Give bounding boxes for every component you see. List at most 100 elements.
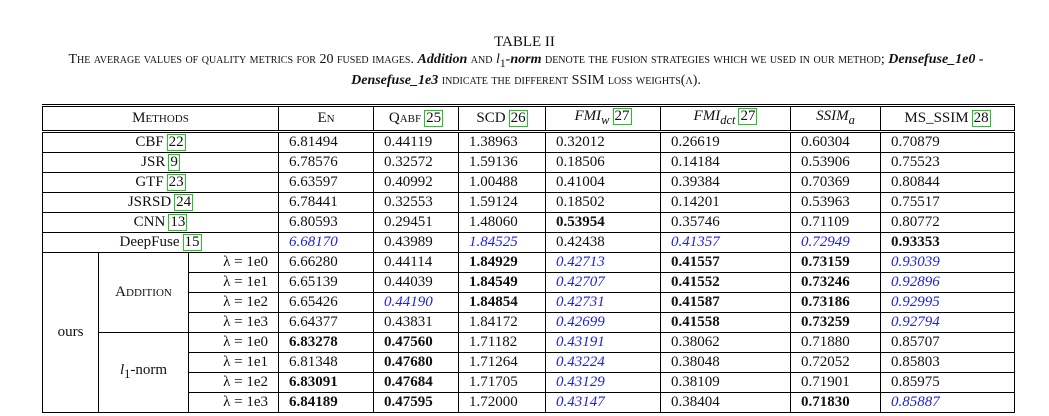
value-cell: 0.41558 [660, 312, 791, 333]
lambda-cell: λ = 1e0 [188, 332, 279, 353]
value-cell: 1.59124 [458, 192, 546, 213]
value-cell: 0.75517 [880, 192, 1015, 213]
strategy-cell: l1-norm [98, 332, 189, 413]
value-cell: 6.63597 [278, 172, 374, 193]
value-cell: 0.93039 [880, 252, 1015, 273]
value-cell: 6.78576 [278, 152, 374, 173]
value-cell: 0.38048 [660, 352, 791, 373]
value-cell: 0.47684 [373, 372, 459, 393]
value-cell: 0.41357 [660, 232, 791, 253]
value-cell: 0.47595 [373, 392, 459, 413]
caption-part: Densefuse_1e0 - Densefuse_1e3 [351, 52, 984, 88]
value-cell: 6.84189 [278, 392, 374, 413]
value-cell: 1.84172 [458, 312, 546, 333]
caption-part: The average values of quality metrics fo… [68, 52, 418, 67]
value-cell: 0.44114 [373, 252, 459, 273]
header-text: SCD [476, 110, 506, 126]
value-cell: 0.53954 [545, 212, 661, 233]
value-cell: 0.71901 [790, 372, 881, 393]
lambda-cell: λ = 1e2 [188, 372, 279, 393]
method-cell: DeepFuse 15 [42, 232, 279, 253]
value-cell: 6.81494 [278, 131, 374, 153]
citation: 24 [174, 194, 194, 211]
value-cell: 1.84525 [458, 232, 546, 253]
strategy-name: Addition [115, 284, 172, 300]
strategy-subscript: 1 [124, 367, 131, 381]
value-cell: 0.92896 [880, 272, 1015, 293]
method-name: GTF [135, 174, 164, 190]
lambda-cell: λ = 1e3 [188, 312, 279, 333]
value-cell: 1.84929 [458, 252, 546, 273]
value-cell: 0.40992 [373, 172, 459, 193]
value-cell: 0.85707 [880, 332, 1015, 353]
value-cell: 0.60304 [790, 131, 881, 153]
value-cell: 1.71705 [458, 372, 546, 393]
header-cell: SCD 26 [458, 104, 546, 133]
lambda-cell: λ = 1e0 [188, 252, 279, 273]
ours-row: ours Addition λ = 1e0 6.66280 0.44114 1.84929… [42, 252, 1015, 413]
baseline-row: DeepFuse 15 6.68170 0.43989 1.84525 0.42438 0.… [42, 232, 1015, 253]
value-cell: 6.65139 [278, 272, 374, 293]
value-cell: 6.64377 [278, 312, 374, 333]
value-cell: 0.71830 [790, 392, 881, 413]
value-cell: 1.48060 [458, 212, 546, 233]
baseline-row: CNN 13 6.80593 0.29451 1.48060 0.53954 0.35746… [42, 212, 1015, 233]
method-name: CBF [135, 134, 164, 150]
citation: 26 [508, 110, 528, 127]
baseline-row: GTF 23 6.63597 0.40992 1.00488 0.41004 0.39384… [42, 172, 1015, 193]
value-cell: 6.81348 [278, 352, 374, 373]
ours-row: λ = 1e1 6.65139 0.44039 1.84549 0.42707 0.415… [43, 272, 1015, 293]
value-cell: 0.73246 [790, 272, 881, 293]
value-cell: 0.26619 [660, 131, 791, 153]
value-cell: 0.41552 [660, 272, 791, 293]
value-cell: 0.71109 [790, 212, 881, 233]
lambda-cell: λ = 1e3 [188, 392, 279, 413]
value-cell: 0.39384 [660, 172, 791, 193]
value-cell: 0.41557 [660, 252, 791, 273]
header-cell: Qabf 25 [373, 104, 459, 133]
value-cell: 0.93353 [880, 232, 1015, 253]
method-cell: JSR 9 [42, 152, 279, 173]
ours-row: λ = 1e1 6.81348 0.47680 1.71264 0.43224 0.380… [43, 352, 1015, 373]
value-cell: 0.43989 [373, 232, 459, 253]
baseline-row: JSR 9 6.78576 0.32572 1.59136 0.18506 0.14184 0… [42, 152, 1015, 173]
citation: 25 [424, 110, 444, 127]
value-cell: 0.29451 [373, 212, 459, 233]
value-cell: 0.72052 [790, 352, 881, 373]
value-cell: 0.80772 [880, 212, 1015, 233]
value-cell: 0.53906 [790, 152, 881, 173]
value-cell: 0.43129 [545, 372, 661, 393]
citation: 15 [182, 234, 202, 251]
ours-row: l1-norm λ = 1e0 6.83278 0.47560 1.71182 0.431… [43, 332, 1015, 413]
value-cell: 0.14201 [660, 192, 791, 213]
value-cell: 0.47560 [373, 332, 459, 353]
value-cell: 0.44119 [373, 131, 459, 153]
value-cell: 1.71264 [458, 352, 546, 373]
value-cell: 0.32553 [373, 192, 459, 213]
citation: 23 [166, 174, 186, 191]
value-cell: 0.43224 [545, 352, 661, 373]
header-text: SSIM [816, 108, 849, 125]
table-title: TABLE II [494, 34, 555, 50]
value-cell: 1.59136 [458, 152, 546, 173]
strategy-suffix: -norm [130, 362, 168, 378]
value-cell: 0.42438 [545, 232, 661, 253]
strategy-cell: Addition [98, 252, 189, 333]
strategy-name: l [119, 362, 125, 378]
value-cell: 0.41587 [660, 292, 791, 313]
value-cell: 0.71880 [790, 332, 881, 353]
value-cell: 6.66280 [278, 252, 374, 273]
method-cell: JSRSD 24 [42, 192, 279, 213]
value-cell: 0.47680 [373, 352, 459, 373]
table-head: Methods En Qabf 25 SCD 26 FMIw 27 FMIdct 27 SSIMa M… [42, 104, 1015, 133]
header-cell: Methods [42, 104, 279, 133]
value-cell: 1.00488 [458, 172, 546, 193]
value-cell: 0.38109 [660, 372, 791, 393]
value-cell: 0.41004 [545, 172, 661, 193]
group-cell: ours [42, 252, 99, 413]
value-cell: 0.38404 [660, 392, 791, 413]
value-cell: 6.65426 [278, 292, 374, 313]
baseline-row: JSRSD 24 6.78441 0.32553 1.59124 0.18502 0.142… [42, 192, 1015, 213]
caption-part: Addition [417, 52, 468, 67]
